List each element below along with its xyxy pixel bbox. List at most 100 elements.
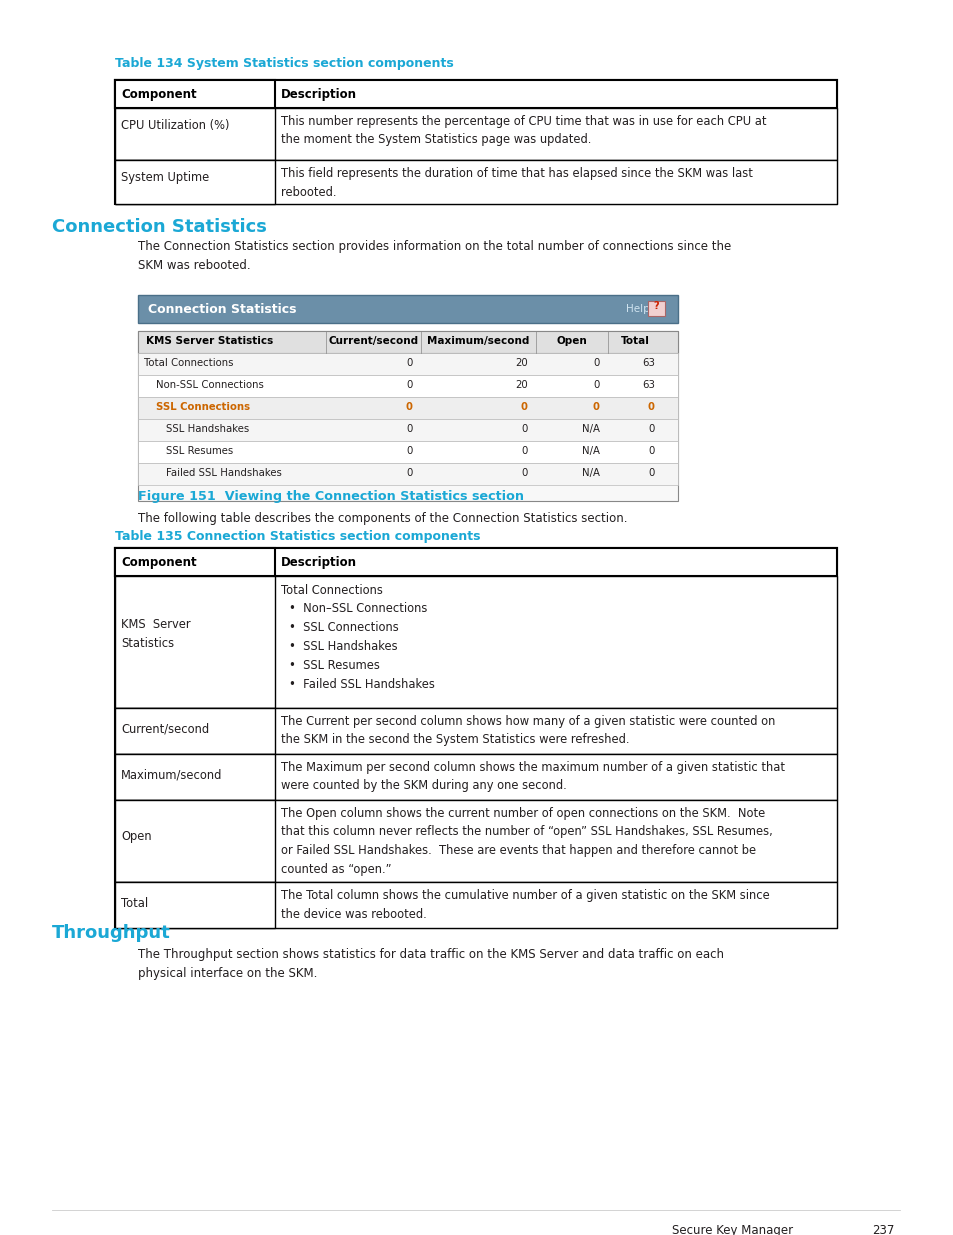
Bar: [138, 463, 678, 485]
Bar: [647, 301, 664, 316]
Text: Total Connections: Total Connections: [281, 584, 382, 597]
Text: 0: 0: [648, 468, 655, 478]
Text: Open: Open: [121, 830, 152, 844]
Text: 0: 0: [521, 424, 527, 433]
Text: •  Non–SSL Connections: • Non–SSL Connections: [289, 601, 427, 615]
Bar: [115, 548, 836, 576]
Text: The Connection Statistics section provides information on the total number of co: The Connection Statistics section provid…: [138, 240, 731, 272]
Text: SSL Connections: SSL Connections: [156, 403, 250, 412]
Text: System Uptime: System Uptime: [121, 170, 209, 184]
Text: Current/second: Current/second: [328, 336, 418, 346]
Text: Open: Open: [556, 336, 587, 346]
Text: 63: 63: [641, 380, 655, 390]
Bar: [115, 548, 274, 576]
Text: •  SSL Connections: • SSL Connections: [289, 621, 398, 634]
Bar: [138, 295, 678, 324]
Text: Table 135 Connection Statistics section components: Table 135 Connection Statistics section …: [115, 530, 480, 543]
Text: Connection Statistics: Connection Statistics: [52, 219, 267, 236]
Text: 0: 0: [406, 446, 413, 456]
Text: KMS  Server
Statistics: KMS Server Statistics: [121, 618, 191, 650]
Bar: [115, 548, 836, 927]
Bar: [138, 353, 678, 375]
Text: ?: ?: [652, 301, 658, 311]
Text: The Open column shows the current number of open connections on the SKM.  Note
t: The Open column shows the current number…: [281, 806, 772, 876]
Text: N/A: N/A: [581, 424, 599, 433]
Bar: [115, 755, 836, 800]
Bar: [115, 755, 274, 800]
Text: The Throughput section shows statistics for data traffic on the KMS Server and d: The Throughput section shows statistics …: [138, 948, 723, 981]
Text: N/A: N/A: [581, 446, 599, 456]
Text: The Total column shows the cumulative number of a given statistic on the SKM sin: The Total column shows the cumulative nu…: [281, 889, 769, 920]
Text: Component: Component: [121, 556, 196, 569]
Bar: [138, 419, 678, 441]
Text: 0: 0: [406, 424, 413, 433]
Bar: [138, 331, 678, 501]
Text: This field represents the duration of time that has elapsed since the SKM was la: This field represents the duration of ti…: [281, 167, 752, 199]
Bar: [115, 107, 274, 161]
Text: SSL Resumes: SSL Resumes: [166, 446, 233, 456]
Text: 0: 0: [406, 380, 413, 390]
Bar: [115, 882, 274, 927]
Text: 20: 20: [515, 358, 527, 368]
Text: Current/second: Current/second: [121, 722, 209, 736]
Text: KMS Server Statistics: KMS Server Statistics: [146, 336, 273, 346]
Bar: [115, 708, 274, 755]
Bar: [138, 396, 678, 419]
Text: SSL Handshakes: SSL Handshakes: [166, 424, 249, 433]
Text: Non-SSL Connections: Non-SSL Connections: [156, 380, 264, 390]
Text: Total: Total: [620, 336, 649, 346]
Bar: [138, 331, 678, 353]
Text: Total Connections: Total Connections: [144, 358, 233, 368]
Text: This number represents the percentage of CPU time that was in use for each CPU a: This number represents the percentage of…: [281, 115, 765, 147]
Bar: [115, 80, 836, 204]
Text: Help: Help: [625, 304, 649, 314]
Text: 20: 20: [515, 380, 527, 390]
Text: Secure Key Manager: Secure Key Manager: [671, 1224, 792, 1235]
Bar: [115, 161, 274, 204]
Text: 237: 237: [871, 1224, 893, 1235]
Text: Component: Component: [121, 88, 196, 101]
Text: 0: 0: [593, 403, 599, 412]
Text: 0: 0: [648, 446, 655, 456]
Text: 0: 0: [593, 380, 599, 390]
Text: 63: 63: [641, 358, 655, 368]
Text: The following table describes the components of the Connection Statistics sectio: The following table describes the compon…: [138, 513, 627, 525]
Bar: [115, 576, 274, 708]
Bar: [138, 375, 678, 396]
Text: 0: 0: [521, 446, 527, 456]
Text: Maximum/second: Maximum/second: [427, 336, 529, 346]
Bar: [115, 800, 274, 882]
Text: Failed SSL Handshakes: Failed SSL Handshakes: [166, 468, 281, 478]
Bar: [115, 800, 836, 882]
Text: The Maximum per second column shows the maximum number of a given statistic that: The Maximum per second column shows the …: [281, 761, 784, 793]
Text: Maximum/second: Maximum/second: [121, 769, 222, 782]
Text: The Current per second column shows how many of a given statistic were counted o: The Current per second column shows how …: [281, 715, 775, 746]
Text: 0: 0: [647, 403, 655, 412]
Text: 0: 0: [406, 403, 413, 412]
Text: Description: Description: [281, 556, 356, 569]
Text: Total: Total: [121, 897, 148, 910]
Text: 0: 0: [406, 468, 413, 478]
Text: 0: 0: [593, 358, 599, 368]
Text: 0: 0: [521, 468, 527, 478]
Text: •  Failed SSL Handshakes: • Failed SSL Handshakes: [289, 678, 435, 692]
Text: CPU Utilization (%): CPU Utilization (%): [121, 119, 230, 132]
Text: 0: 0: [520, 403, 527, 412]
Bar: [115, 80, 274, 107]
Bar: [115, 708, 836, 755]
Text: •  SSL Handshakes: • SSL Handshakes: [289, 640, 397, 653]
Text: Figure 151  Viewing the Connection Statistics section: Figure 151 Viewing the Connection Statis…: [138, 490, 523, 503]
Text: N/A: N/A: [581, 468, 599, 478]
Bar: [115, 107, 836, 161]
Bar: [115, 161, 836, 204]
Text: •  SSL Resumes: • SSL Resumes: [289, 659, 379, 672]
Bar: [115, 882, 836, 927]
Bar: [115, 576, 836, 708]
Bar: [115, 80, 836, 107]
Text: Table 134 System Statistics section components: Table 134 System Statistics section comp…: [115, 57, 454, 70]
Text: Connection Statistics: Connection Statistics: [148, 303, 296, 316]
Text: 0: 0: [406, 358, 413, 368]
Text: Description: Description: [281, 88, 356, 101]
Text: Throughput: Throughput: [52, 924, 171, 942]
Text: 0: 0: [648, 424, 655, 433]
